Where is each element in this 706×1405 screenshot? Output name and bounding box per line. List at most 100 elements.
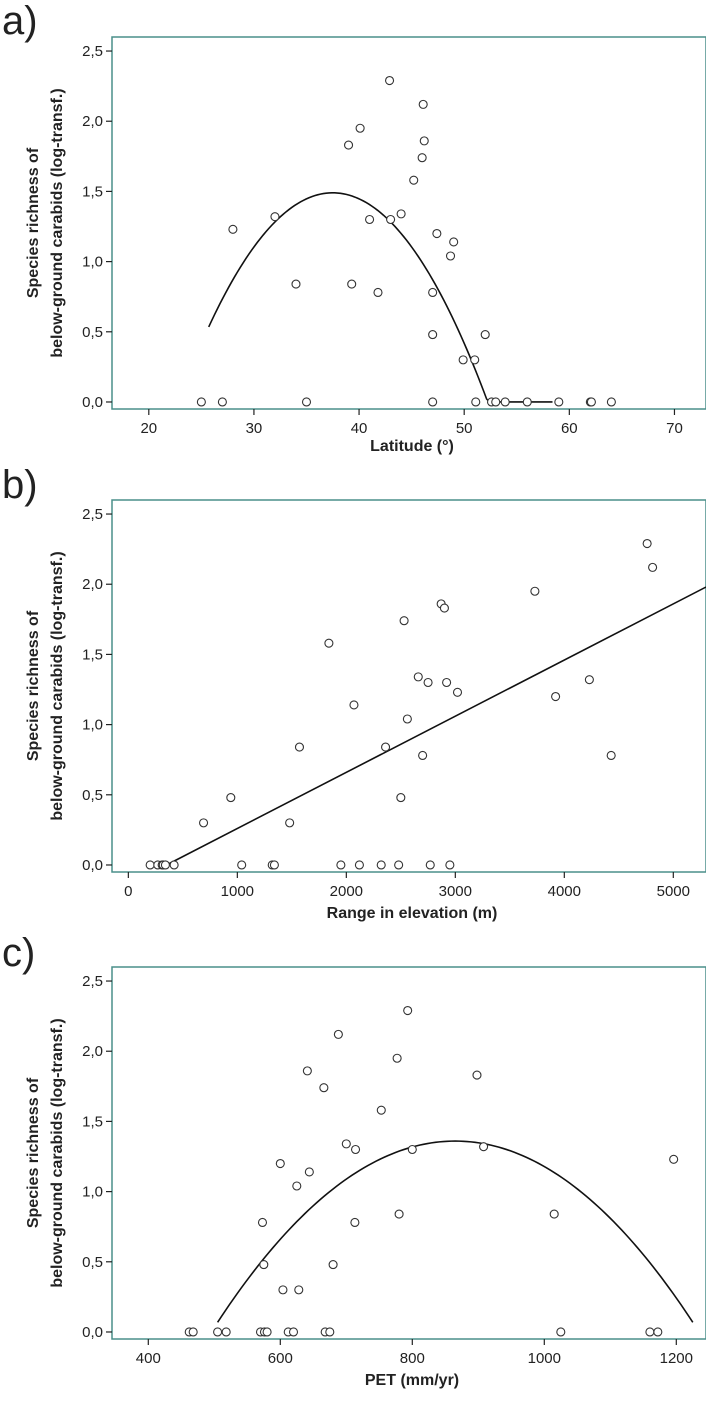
panel-a-xlabel: Latitude (°) [370,438,454,455]
panel-c-data-point [376,1105,386,1115]
panel-a-data-point [355,123,365,133]
panel-c-data-point [304,1167,314,1177]
panel-c-data-point [221,1327,231,1337]
panel-c-ylabel: Species richness of below-ground carabid… [25,1018,66,1287]
panel-c-data-point [278,1285,288,1295]
panel-b-regression-line [166,586,706,866]
panel-a-ytick-label: 2,5 [82,43,103,60]
panel-a-data-point [385,75,395,86]
panel-b-data-point [648,562,658,572]
panel-c-ytick-label: 2,5 [82,973,103,990]
panel-b-xtick-label: 3000 [439,883,472,900]
panel-c-xtick-label: 800 [400,1350,425,1367]
panel-a-data-point [196,397,206,407]
panel-b-xtick-label: 2000 [330,883,363,900]
panel-b-data-point [324,638,334,648]
panel-a-ylabel: Species richness of below-ground carabid… [25,88,66,357]
panel-b-data-point [442,677,452,688]
panel-a-data-point [417,153,427,163]
panel-b-data-point [199,818,209,828]
panel-a-xtick-label: 50 [456,420,473,437]
panel-b-data-point [376,860,386,870]
panel-c-data-point [350,1217,360,1228]
panel-b-data-point [226,793,236,803]
panel-b-ytick-label: 1,0 [82,717,103,734]
panel-c-ytick-label: 0,0 [82,1324,103,1341]
panel-a-data-point [386,214,396,225]
panel-b-data-point [399,616,409,626]
panel-b-ytick-label: 0,0 [82,857,103,874]
panel-a-data-point [428,287,438,298]
panel-a-data-point [217,397,227,407]
panel-b-ticks: 0,0 0,5 1,0 1,5 2,0 2,5 0 1000 2000 3000 4000 5000 [82,506,690,900]
panel-a-data-point [428,397,438,407]
panel-a: a) Species richness of below-ground cara… [2,0,706,455]
panel-c-data-point [479,1142,489,1152]
panel-a-data-point [301,397,312,407]
panel-c-data-point [302,1066,312,1076]
panel-a-data-point [480,330,490,340]
panel-c-data-point [257,1217,268,1228]
panel-b-fit [166,586,706,866]
panel-a-xtick-label: 70 [666,420,683,437]
panel-b: b) Species richness of below-ground cara… [2,463,706,922]
panel-b-ylabel: Species richness of below-ground carabid… [25,551,66,820]
panel-b-data-point [423,677,433,688]
panel-c-data-point [325,1327,335,1337]
panel-a-data-point [347,279,357,289]
panel-b-data-point [551,691,561,702]
panel-a-points [196,75,616,407]
panel-c-ylabel-line1: Species richness of [25,1077,42,1228]
panel-c-data-point [653,1327,663,1337]
panel-c-data-point [407,1144,417,1155]
panel-a-xtick-label: 60 [561,420,578,437]
panel-c-data-point [669,1154,679,1164]
panel-a-xtick-label: 40 [351,420,368,437]
panel-b-data-point [145,860,155,870]
panel-b-ylabel-line2: below-ground carabids (log-transf.) [49,551,66,820]
panel-a-data-point [491,397,501,407]
panel-c-fit [216,1140,694,1323]
panel-a-data-point [445,251,456,261]
panel-c-plot-frame [111,966,706,1340]
panel-a-ylabel-line2: below-ground carabids (log-transf.) [49,88,66,357]
panel-c-data-point [341,1139,351,1149]
panel-b-plot-frame [111,499,706,873]
panel-c-quadratic-fit-curve [216,1140,694,1323]
panel-b-data-point [425,860,435,870]
panel-a-plot-frame [111,36,706,410]
panel-b-data-point [413,672,423,682]
panel-c-xtick-label: 1200 [660,1350,693,1367]
panel-a-data-point [586,397,596,407]
panel-a-data-point [365,214,375,225]
panel-b-data-point [418,750,428,761]
panel-b-ylabel-line1: Species richness of [25,610,42,761]
panel-c-xtick-label: 400 [136,1350,161,1367]
panel-a-data-point [428,330,438,340]
panel-b-data-point [285,818,295,828]
panel-c-data-point [549,1209,559,1219]
panel-c-points [184,1005,679,1337]
panel-b-ytick-label: 2,5 [82,506,103,523]
panel-c-data-point [645,1327,655,1337]
panel-b-xtick-label: 5000 [657,883,690,900]
panel-a-data-point [449,237,459,247]
panel-a-data-point [373,287,383,298]
panel-b-data-point [237,860,247,870]
panel-b-data-point [394,860,404,870]
panel-a-ytick-label: 0,5 [82,324,103,341]
panel-c-xtick-label: 1000 [528,1350,561,1367]
panel-c-data-point [213,1327,223,1337]
panel-a-data-point [409,175,419,185]
panel-b-points [145,538,658,870]
panel-c-data-point [294,1285,304,1295]
panel-a-ytick-label: 2,0 [82,113,103,130]
panel-b-xtick-label: 0 [124,883,132,900]
panel-b-ytick-label: 0,5 [82,787,103,804]
panel-c-xlabel: PET (mm/yr) [365,1372,459,1389]
panel-a-data-point [522,397,532,407]
panel-a-data-point [396,209,406,219]
panel-c-ytick-label: 2,0 [82,1043,103,1060]
panel-b-data-point [606,750,616,761]
